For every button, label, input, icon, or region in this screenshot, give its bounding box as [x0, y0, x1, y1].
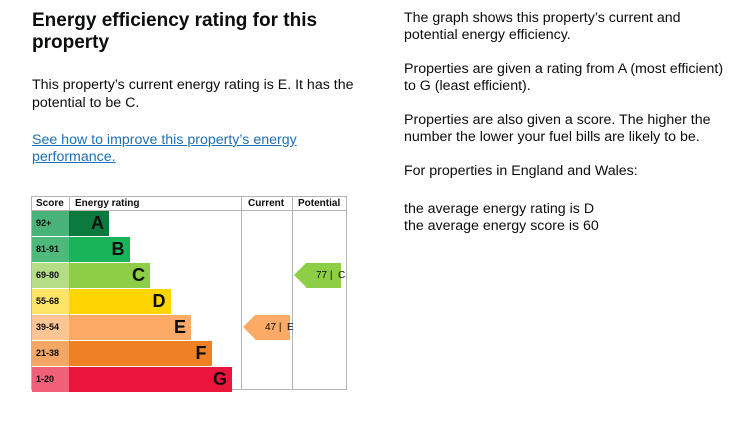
current-rating-text: This property’s current energy rating is… [32, 77, 354, 111]
epc-band-d: 55-68 D [32, 289, 241, 314]
epc-band-score-range: 21-38 [32, 341, 69, 366]
epc-band-bar: D [69, 289, 171, 314]
epc-band-bar: E [69, 315, 191, 340]
epc-band-c: 69-80 C [32, 263, 241, 288]
left-column: Energy efficiency rating for this proper… [32, 10, 362, 166]
epc-rating-chart: Score Energy rating Current Potential 92… [31, 196, 347, 392]
epc-band-g: 1-20 G [32, 367, 241, 392]
epc-band-score-range: 1-20 [32, 367, 69, 392]
epc-band-bar: G [69, 367, 232, 392]
epc-band-b: 81-91 B [32, 237, 241, 262]
epc-band-letter: B [111, 239, 125, 259]
epc-header-divider [32, 210, 346, 211]
potential-rating-label: 77 | C [316, 270, 346, 281]
current-rating-arrow-point [243, 315, 255, 339]
page-title: Energy efficiency rating for this proper… [32, 10, 318, 53]
epc-band-score-range: 39-54 [32, 315, 69, 340]
epc-band-letter: C [132, 265, 145, 285]
epc-band-bar: B [69, 237, 130, 262]
epc-header-score: Score [36, 198, 64, 209]
score-description: Properties are also given a score. The h… [404, 112, 711, 145]
epc-band-score-range: 55-68 [32, 289, 69, 314]
epc-header-current: Current [248, 198, 285, 209]
graph-description: The graph shows this property’s current … [404, 10, 681, 43]
average-score: the average energy score is 60 [404, 218, 599, 234]
epc-divider-potential [292, 197, 293, 389]
epc-band-a: 92+ A [32, 211, 241, 236]
epc-band-letter: D [152, 291, 166, 311]
average-rating: the average energy rating is D [404, 201, 595, 217]
epc-header-energy-rating: Energy rating [75, 198, 140, 209]
epc-band-e: 39-54 E [32, 315, 241, 340]
current-rating-arrow: 47 | E [243, 315, 294, 340]
improve-energy-link[interactable]: See how to improve this property’s energ… [32, 132, 297, 165]
epc-band-bar: C [69, 263, 150, 288]
epc-divider-current [241, 197, 242, 389]
epc-band-f: 21-38 F [32, 341, 241, 366]
rating-scale-description: Properties are given a rating from A (mo… [404, 61, 724, 94]
potential-rating-arrow: 77 | C [294, 263, 345, 288]
epc-band-bar: A [69, 211, 109, 236]
epc-band-letter: E [173, 317, 186, 337]
epc-header-potential: Potential [298, 198, 341, 209]
epc-band-score-range: 92+ [32, 211, 69, 236]
epc-band-letter: G [212, 369, 227, 389]
potential-rating-arrow-point [294, 263, 306, 287]
right-column: The graph shows this property’s current … [404, 10, 724, 235]
current-rating-label: 47 | E [265, 322, 294, 333]
epc-band-letter: F [195, 343, 207, 363]
epc-band-bar: F [69, 341, 212, 366]
england-wales-intro: For properties in England and Wales: [404, 163, 638, 179]
epc-band-letter: A [91, 213, 104, 233]
epc-band-score-range: 69-80 [32, 263, 69, 288]
epc-band-score-range: 81-91 [32, 237, 69, 262]
